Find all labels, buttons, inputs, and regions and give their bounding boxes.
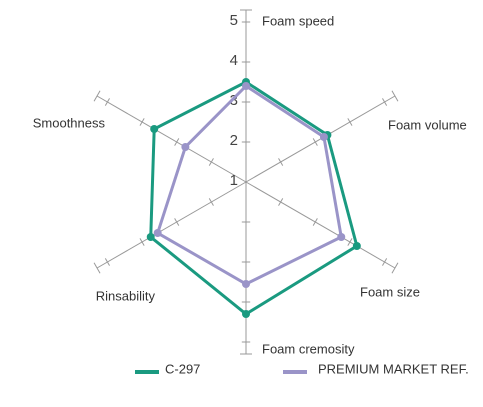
category-label: Foam cremosity bbox=[262, 341, 355, 356]
tick-mark bbox=[174, 138, 180, 146]
data-point bbox=[181, 143, 190, 151]
axis-end bbox=[93, 90, 101, 102]
tick-mark bbox=[139, 238, 145, 246]
axis-end bbox=[93, 262, 101, 274]
tick-mark bbox=[208, 158, 214, 166]
r-tick-label: 3 bbox=[230, 92, 238, 109]
axis-end bbox=[391, 90, 399, 102]
tick-mark bbox=[174, 218, 180, 226]
tick-mark bbox=[104, 258, 110, 266]
data-point bbox=[319, 133, 328, 141]
category-label: Smoothness bbox=[33, 115, 106, 130]
data-point bbox=[337, 233, 346, 241]
tick-mark bbox=[278, 158, 284, 166]
tick-mark bbox=[347, 118, 353, 126]
tick-mark bbox=[382, 98, 388, 106]
tick-mark bbox=[347, 238, 353, 246]
data-point bbox=[150, 125, 159, 133]
data-point bbox=[352, 242, 361, 250]
legend-label: C-297 bbox=[165, 361, 200, 376]
category-label: Rinsability bbox=[96, 288, 156, 303]
category-label: Foam volume bbox=[388, 117, 467, 132]
tick-mark bbox=[104, 98, 110, 106]
tick-mark bbox=[208, 198, 214, 206]
data-point bbox=[146, 233, 155, 241]
axis-line bbox=[245, 181, 396, 269]
data-point bbox=[242, 280, 250, 288]
r-tick-label: 1 bbox=[230, 172, 238, 189]
legend-label: PREMIUM MARKET REF. bbox=[318, 361, 469, 376]
tick-mark bbox=[139, 118, 145, 126]
axis-end bbox=[391, 262, 399, 274]
r-tick-label: 4 bbox=[230, 52, 238, 69]
category-label: Foam size bbox=[360, 284, 420, 299]
tick-mark bbox=[278, 198, 284, 206]
data-point bbox=[242, 310, 250, 318]
series-line bbox=[155, 84, 343, 286]
r-tick-label: 2 bbox=[230, 132, 238, 149]
axis-line bbox=[245, 95, 396, 183]
category-label: Foam speed bbox=[262, 13, 334, 28]
data-point bbox=[242, 82, 250, 90]
r-tick-label: 5 bbox=[230, 12, 238, 29]
tick-mark bbox=[312, 218, 318, 226]
tick-mark bbox=[382, 258, 388, 266]
data-point bbox=[153, 229, 162, 237]
axis-line bbox=[96, 95, 247, 183]
axis-line bbox=[96, 181, 247, 269]
tick-mark bbox=[312, 138, 318, 146]
